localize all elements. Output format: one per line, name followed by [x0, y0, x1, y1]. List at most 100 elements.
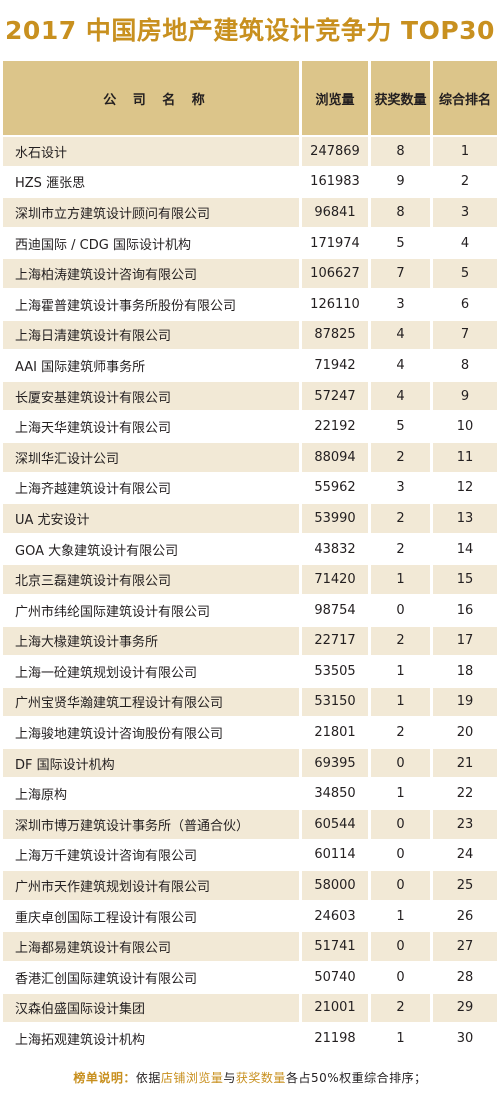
company-name-cell: 上海大椽建筑设计事务所 — [3, 626, 302, 658]
table-body: 水石设计 247869 8 1 HZS 滙张思 161983 9 2 深圳市立方建筑设计顾问有限… — [3, 137, 497, 1055]
rank-cell: 7 — [433, 320, 497, 352]
company-name-cell: 上海齐越建筑设计有限公司 — [3, 473, 302, 505]
awards-cell: 7 — [371, 259, 433, 290]
views-cell: 88094 — [302, 442, 371, 474]
views-cell: 22717 — [302, 626, 371, 658]
table-row: AAI 国际建筑师事务所 71942 4 8 — [3, 351, 497, 382]
company-name-cell: 深圳市立方建筑设计顾问有限公司 — [3, 198, 302, 229]
company-name-cell: 上海万千建筑设计咨询有限公司 — [3, 840, 302, 872]
company-name-cell: 香港汇创国际建筑设计有限公司 — [3, 963, 302, 994]
rank-cell: 26 — [433, 901, 497, 933]
table-row: 上海骏地建筑设计咨询股份有限公司 21801 2 20 — [3, 718, 497, 749]
rank-cell: 30 — [433, 1024, 497, 1055]
views-cell: 126110 — [302, 289, 371, 321]
views-cell: 21198 — [302, 1024, 371, 1055]
table-row: 汉森伯盛国际设计集团 21001 2 29 — [3, 993, 497, 1025]
table-row: GOA 大象建筑设计有限公司 43832 2 14 — [3, 534, 497, 566]
rank-cell: 9 — [433, 381, 497, 413]
footnote-text-3: 各占50%权重综合排序； — [285, 1070, 427, 1085]
company-name-cell: 广州市天作建筑规划设计有限公司 — [3, 871, 302, 902]
awards-cell: 0 — [371, 810, 433, 841]
rank-cell: 25 — [433, 871, 497, 902]
company-name-cell: 长厦安基建筑设计有限公司 — [3, 381, 302, 413]
awards-cell: 5 — [371, 412, 433, 443]
ranking-table: 公 司 名 称 浏览量 获奖数量 综合排名 水石设计 247869 8 1 HZS 滙张… — [3, 61, 497, 1055]
rank-cell: 10 — [433, 412, 497, 443]
awards-cell: 3 — [371, 289, 433, 321]
rank-cell: 29 — [433, 993, 497, 1025]
awards-cell: 0 — [371, 748, 433, 780]
company-name-cell: 深圳华汇设计公司 — [3, 442, 302, 474]
rank-cell: 4 — [433, 228, 497, 260]
views-cell: 34850 — [302, 779, 371, 811]
rank-cell: 12 — [433, 473, 497, 505]
views-cell: 21001 — [302, 993, 371, 1025]
footnote-accent-awards: 获奖数量 — [235, 1070, 286, 1085]
table-row: 广州市纬纶国际建筑设计有限公司 98754 0 16 — [3, 595, 497, 627]
table-row: 深圳华汇设计公司 88094 2 11 — [3, 442, 497, 474]
company-name-cell: 广州宝贤华瀚建筑工程设计有限公司 — [3, 687, 302, 719]
company-name-cell: 上海霍普建筑设计事务所股份有限公司 — [3, 289, 302, 321]
awards-cell: 8 — [371, 198, 433, 229]
views-cell: 24603 — [302, 901, 371, 933]
rank-cell: 5 — [433, 259, 497, 290]
header-company-name: 公 司 名 称 — [3, 61, 302, 137]
company-name-cell: 上海拓观建筑设计机构 — [3, 1024, 302, 1055]
company-name-cell: HZS 滙张思 — [3, 167, 302, 199]
rank-cell: 27 — [433, 932, 497, 964]
rank-cell: 11 — [433, 442, 497, 474]
company-name-cell: GOA 大象建筑设计有限公司 — [3, 534, 302, 566]
table-row: 上海都易建筑设计有限公司 51741 0 27 — [3, 932, 497, 964]
rank-cell: 8 — [433, 351, 497, 382]
views-cell: 71942 — [302, 351, 371, 382]
rank-cell: 21 — [433, 748, 497, 780]
views-cell: 87825 — [302, 320, 371, 352]
table-row: 重庆卓创国际工程设计有限公司 24603 1 26 — [3, 901, 497, 933]
table-row: HZS 滙张思 161983 9 2 — [3, 167, 497, 199]
company-name-cell: 重庆卓创国际工程设计有限公司 — [3, 901, 302, 933]
table-row: 上海齐越建筑设计有限公司 55962 3 12 — [3, 473, 497, 505]
rank-cell: 22 — [433, 779, 497, 811]
header-views: 浏览量 — [302, 61, 371, 137]
views-cell: 96841 — [302, 198, 371, 229]
awards-cell: 3 — [371, 473, 433, 505]
company-name-cell: 上海原构 — [3, 779, 302, 811]
table-header: 公 司 名 称 浏览量 获奖数量 综合排名 — [3, 61, 497, 137]
company-name-cell: 上海天华建筑设计有限公司 — [3, 412, 302, 443]
company-name-cell: DF 国际设计机构 — [3, 748, 302, 780]
rank-cell: 20 — [433, 718, 497, 749]
company-name-cell: AAI 国际建筑师事务所 — [3, 351, 302, 382]
rank-cell: 1 — [433, 137, 497, 168]
table-row: 上海日清建筑设计有限公司 87825 4 7 — [3, 320, 497, 352]
views-cell: 22192 — [302, 412, 371, 443]
table-row: 深圳市博万建筑设计事务所（普通合伙） 60544 0 23 — [3, 810, 497, 841]
table-row: 深圳市立方建筑设计顾问有限公司 96841 8 3 — [3, 198, 497, 229]
awards-cell: 2 — [371, 534, 433, 566]
views-cell: 57247 — [302, 381, 371, 413]
table-row: 上海万千建筑设计咨询有限公司 60114 0 24 — [3, 840, 497, 872]
views-cell: 60544 — [302, 810, 371, 841]
awards-cell: 5 — [371, 228, 433, 260]
views-cell: 53150 — [302, 687, 371, 719]
views-cell: 98754 — [302, 595, 371, 627]
table-row: 上海柏涛建筑设计咨询有限公司 106627 7 5 — [3, 259, 497, 290]
company-name-cell: 上海柏涛建筑设计咨询有限公司 — [3, 259, 302, 290]
footnote-accent-views: 店铺浏览量 — [160, 1070, 224, 1085]
company-name-cell: 上海日清建筑设计有限公司 — [3, 320, 302, 352]
footnote-text-2: 与 — [223, 1070, 236, 1085]
awards-cell: 1 — [371, 901, 433, 933]
awards-cell: 0 — [371, 595, 433, 627]
views-cell: 53505 — [302, 657, 371, 688]
awards-cell: 1 — [371, 687, 433, 719]
views-cell: 71420 — [302, 565, 371, 596]
rank-cell: 15 — [433, 565, 497, 596]
header-rank: 综合排名 — [433, 61, 497, 137]
table-row: 上海霍普建筑设计事务所股份有限公司 126110 3 6 — [3, 289, 497, 321]
table-row: 上海拓观建筑设计机构 21198 1 30 — [3, 1024, 497, 1055]
company-name-cell: 广州市纬纶国际建筑设计有限公司 — [3, 595, 302, 627]
company-name-cell: 汉森伯盛国际设计集团 — [3, 993, 302, 1025]
rank-cell: 28 — [433, 963, 497, 994]
rank-cell: 13 — [433, 504, 497, 535]
company-name-cell: 北京三磊建筑设计有限公司 — [3, 565, 302, 596]
rank-cell: 18 — [433, 657, 497, 688]
